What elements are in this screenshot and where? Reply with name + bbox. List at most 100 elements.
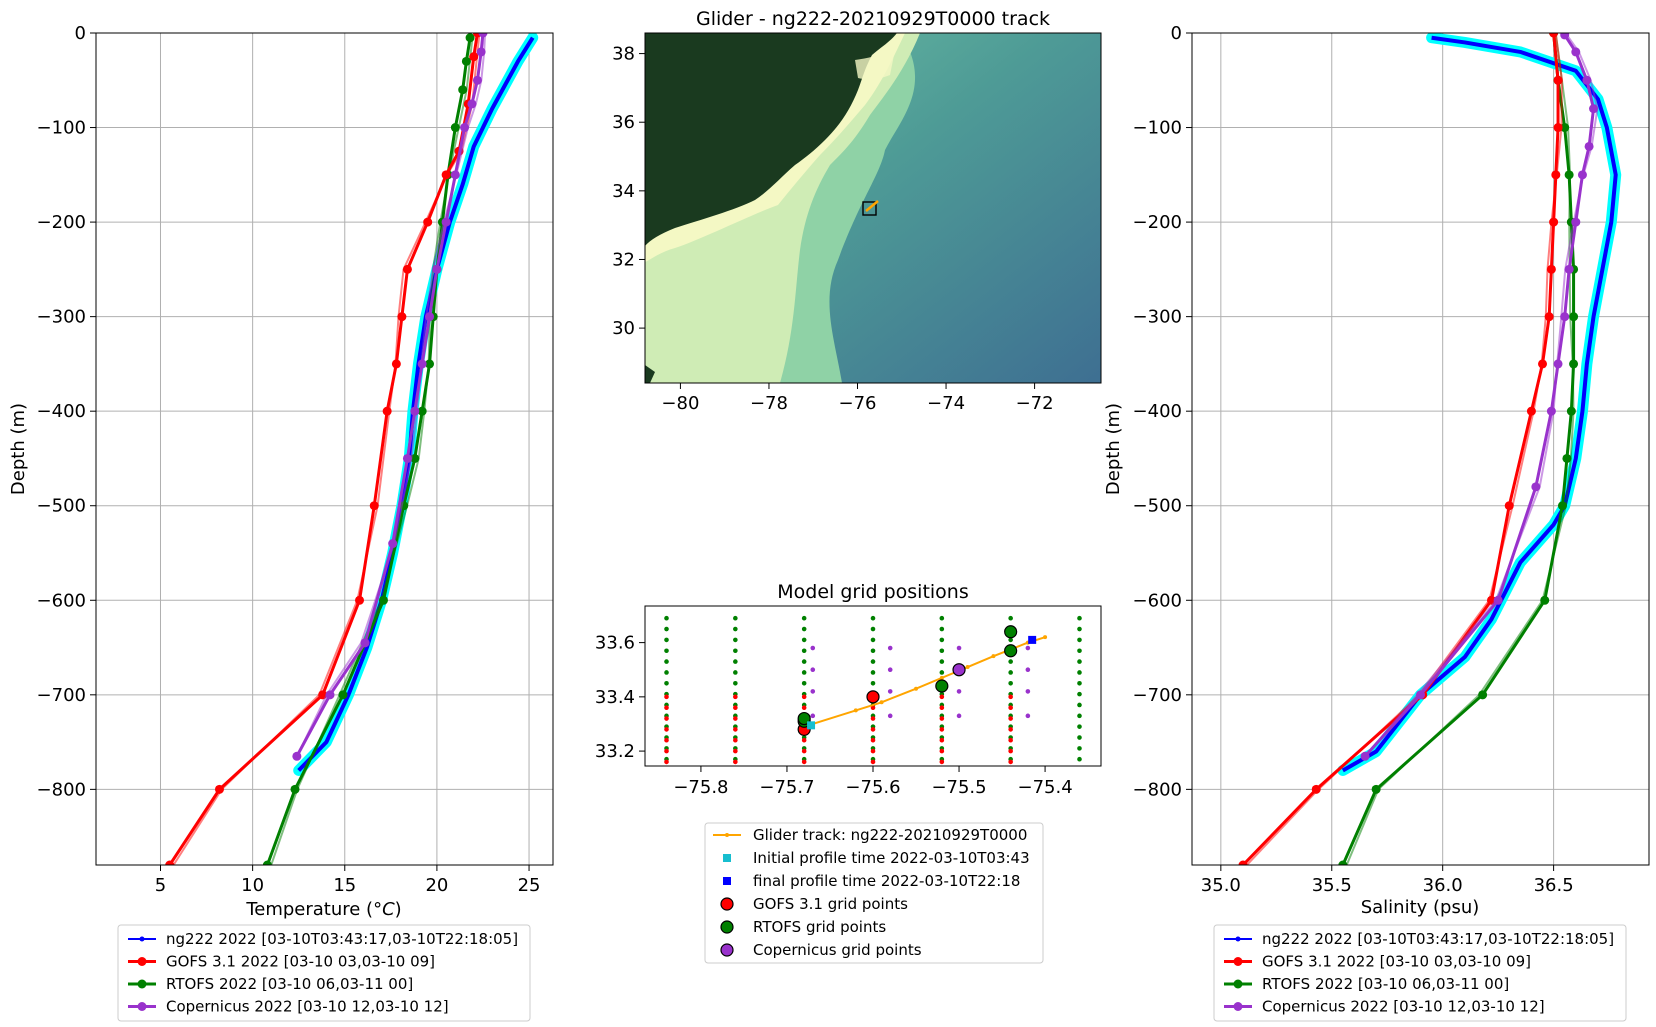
- gofs-grid-point: [1008, 748, 1013, 754]
- copernicus-grid-point: [810, 667, 816, 673]
- copernicus-grid-point: [810, 713, 816, 719]
- copernicus-profile-point: [410, 406, 420, 416]
- gofs-grid-point: [939, 716, 945, 721]
- rtofs-grid-point: [1077, 659, 1082, 664]
- rtofs-grid-point: [801, 648, 807, 654]
- map-image: [645, 33, 1101, 383]
- gofs-grid-point: [1008, 737, 1013, 743]
- rtofs-grid-point: [1077, 702, 1082, 708]
- grid-y-tick-label: 33.2: [595, 741, 635, 762]
- rtofs-grid-point: [939, 615, 945, 621]
- map-glider-box: [862, 201, 877, 216]
- gofs-profile-point: [355, 595, 365, 605]
- rtofs-grid-point: [1077, 670, 1082, 675]
- legend-copernicus-label: Copernicus grid points: [753, 941, 922, 959]
- gofs-profile-point: [423, 217, 433, 227]
- copernicus-legend-label: Copernicus 2022 [03-10 12,03-10 12]: [1262, 998, 1545, 1016]
- gofs-grid-point: [664, 759, 669, 765]
- map-y-tick-label: 32: [612, 249, 635, 270]
- copernicus-profile-point: [476, 47, 486, 57]
- y-tick-label: 0: [75, 23, 86, 44]
- gofs-legend-marker: [1233, 957, 1243, 966]
- gofs-grid-point: [939, 705, 945, 710]
- gofs-profile-point: [1504, 501, 1514, 511]
- rtofs-grid-point: [733, 680, 738, 686]
- gofs-profile-point: [1311, 784, 1321, 794]
- gofs-profile-point: [1549, 217, 1559, 227]
- copernicus-grid-point: [956, 689, 962, 694]
- map-land: [645, 33, 897, 246]
- rtofs-grid-point: [939, 637, 945, 643]
- gofs-profile-point: [469, 52, 479, 62]
- y-tick-label: −800: [37, 779, 86, 800]
- rtofs-grid-point: [664, 626, 669, 632]
- copernicus-profile-point: [402, 453, 412, 463]
- temperature-axes-frame: [95, 32, 554, 866]
- rtofs-highlight-point: [1004, 644, 1018, 658]
- gofs-profile-point: [1546, 264, 1556, 274]
- rtofs-grid-point: [801, 626, 807, 632]
- gofs-grid-point: [733, 737, 738, 743]
- rtofs-grid-point: [801, 615, 807, 621]
- rtofs-grid-point: [801, 680, 807, 686]
- rtofs-grid-point: [664, 615, 669, 621]
- grid-legend: Glider track: ng222-20210929T0000 Initial…: [704, 822, 1044, 964]
- gofs-grid-point: [664, 737, 669, 743]
- x-tick-label: 35.0: [1201, 875, 1241, 896]
- rtofs-grid-point: [664, 637, 669, 643]
- glider-track-point: [965, 665, 970, 670]
- rtofs-profile-point: [461, 56, 471, 66]
- rtofs-legend-marker: [1233, 979, 1243, 989]
- rtofs-grid-point: [939, 659, 945, 664]
- copernicus-profile-spread: [1364, 34, 1599, 757]
- rtofs-grid-point: [664, 670, 669, 675]
- rtofs-grid-point: [664, 648, 669, 654]
- temperature-legend: ng222 2022 [03-10T03:43:17,03-10T22:18:0…: [117, 924, 531, 1022]
- copernicus-profile-point: [450, 170, 460, 180]
- gofs-profile-point: [214, 784, 224, 794]
- copernicus-highlight-point: [952, 663, 966, 677]
- copernicus-profile-point: [292, 751, 302, 761]
- rtofs-legend-label: RTOFS 2022 [03-10 06,03-11 00]: [1262, 975, 1509, 993]
- rtofs-grid-point: [870, 648, 876, 654]
- rtofs-profile-point: [1478, 690, 1488, 700]
- rtofs-grid-point: [733, 637, 738, 643]
- y-tick-label: −600: [1133, 590, 1182, 611]
- gofs-grid-point: [801, 705, 807, 710]
- gofs-grid-point: [870, 748, 876, 754]
- grid-y-tick-label: 33.4: [595, 687, 635, 708]
- map-x-tick-label: −80: [661, 393, 699, 414]
- rtofs-profile-point: [450, 123, 460, 133]
- gofs-grid-point: [939, 759, 945, 765]
- grid-marks: [664, 615, 1082, 765]
- copernicus-grid-point: [1025, 713, 1031, 719]
- gofs-grid-point: [870, 705, 876, 710]
- rtofs-profile-point: [1562, 453, 1572, 463]
- y-tick-label: −300: [1133, 307, 1182, 328]
- rtofs-grid-point: [1077, 691, 1082, 697]
- map-title: Glider - ng222-20210929T0000 track: [696, 8, 1050, 30]
- salinity-axes-frame: [1191, 32, 1650, 866]
- rtofs-grid-point: [870, 637, 876, 643]
- legend-final-marker: [723, 877, 731, 885]
- rtofs-grid-point: [664, 659, 669, 664]
- rtofs-grid-point: [1077, 756, 1082, 762]
- copernicus-profile-point: [1531, 482, 1541, 492]
- copernicus-profile-point: [1582, 75, 1592, 85]
- rtofs-profile-point: [1566, 406, 1576, 416]
- rtofs-profile-line: [265, 37, 472, 865]
- copernicus-legend-marker: [1233, 1002, 1243, 1011]
- gofs-grid-point: [939, 694, 945, 700]
- y-tick-label: −500: [37, 496, 86, 517]
- glider-track-point: [879, 700, 884, 705]
- copernicus-profile-point: [441, 217, 451, 227]
- gofs-grid-point: [1008, 727, 1013, 732]
- map-y-tick-label: 36: [612, 112, 635, 133]
- copernicus-profile-point: [1589, 104, 1599, 114]
- legend-rtofs-label: RTOFS grid points: [753, 918, 886, 936]
- rtofs-grid-point: [1008, 615, 1013, 621]
- rtofs-profile-spread: [270, 37, 474, 865]
- gofs-legend-marker: [137, 957, 147, 966]
- glider-profile-band: [1337, 33, 1622, 776]
